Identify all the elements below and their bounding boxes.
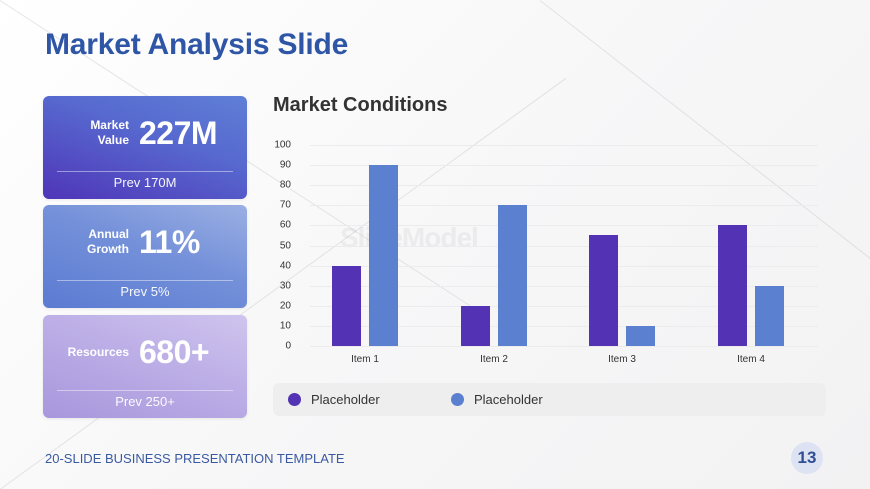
gridline: [310, 185, 818, 187]
y-axis-tick-label: 40: [279, 260, 291, 272]
bar-item-4-series-1: [718, 225, 747, 346]
kpi-previous: Prev 250+: [115, 394, 175, 409]
x-axis-tick-label: Item 3: [608, 354, 636, 365]
gridline: [310, 265, 818, 267]
bar-item-1-series-1: [332, 265, 361, 346]
gridline: [310, 205, 818, 207]
legend-item-series-1: Placeholder: [288, 383, 380, 416]
y-axis-tick-label: 80: [279, 179, 291, 191]
gridline: [310, 285, 818, 287]
gridline: [310, 325, 818, 327]
watermark: SlideModel: [340, 222, 479, 253]
y-axis-tick-label: 0: [285, 340, 291, 352]
kpi-card-annual-growth: Annual Growth 11% Prev 5%: [43, 205, 247, 308]
y-axis-tick-label: 20: [279, 300, 291, 312]
kpi-label: Market Value: [90, 118, 129, 147]
gridline: [310, 145, 818, 146]
gridline: [310, 225, 818, 227]
chart-legend: Placeholder Placeholder: [273, 383, 826, 416]
gridline: [310, 305, 818, 307]
bar-item-2-series-1: [461, 305, 490, 346]
gridline: [310, 346, 818, 347]
kpi-value: 227M: [139, 114, 218, 151]
y-axis-tick-label: 90: [279, 159, 291, 171]
y-axis-tick-label: 10: [279, 320, 291, 332]
x-axis-tick-label: Item 4: [737, 354, 765, 365]
y-axis-tick-label: 60: [279, 219, 291, 231]
kpi-previous: Prev 5%: [120, 284, 170, 299]
divider: [57, 280, 233, 281]
bar-item-2-series-2: [498, 205, 527, 346]
legend-dot-icon: [288, 393, 301, 406]
kpi-label: Annual Growth: [87, 227, 129, 256]
legend-item-series-2: Placeholder: [451, 383, 543, 416]
y-axis-tick-label: 70: [279, 199, 291, 211]
kpi-previous: Prev 170M: [113, 175, 177, 190]
kpi-card-resources: Resources 680+ Prev 250+: [43, 315, 247, 418]
legend-dot-icon: [451, 393, 464, 406]
bar-chart: 0 10 20 30 40 50 60 70 80 90 100 Item 1 Item 2 Item 3…: [265, 135, 825, 375]
y-axis-tick-label: 50: [279, 240, 291, 251]
y-axis-tick-label: 30: [279, 280, 291, 292]
gridline: [310, 165, 818, 167]
footer-template-name: 20-SLIDE BUSINESS PRESENTATION TEMPLATE: [45, 451, 345, 466]
x-axis-tick-label: Item 2: [480, 354, 508, 365]
page-number-badge: 13: [791, 442, 823, 474]
slide-title: Market Analysis Slide: [45, 28, 349, 61]
x-axis-tick-label: Item 1: [351, 354, 379, 365]
kpi-card-market-value: Market Value 227M Prev 170M: [43, 96, 247, 199]
bar-item-4-series-2: [755, 285, 784, 346]
legend-label: Placeholder: [311, 392, 380, 407]
kpi-value: 11%: [139, 223, 200, 260]
legend-label: Placeholder: [474, 392, 543, 407]
bar-item-3-series-2: [626, 325, 655, 346]
divider: [57, 390, 233, 391]
kpi-value: 680+: [139, 333, 210, 370]
y-axis-tick-label: 100: [274, 139, 291, 151]
kpi-label: Resources: [67, 344, 129, 359]
bar-item-1-series-2: [369, 165, 398, 346]
bar-item-3-series-1: [589, 235, 618, 346]
chart-title: Market Conditions: [273, 94, 448, 116]
gridline: [310, 245, 818, 247]
divider: [57, 171, 233, 172]
